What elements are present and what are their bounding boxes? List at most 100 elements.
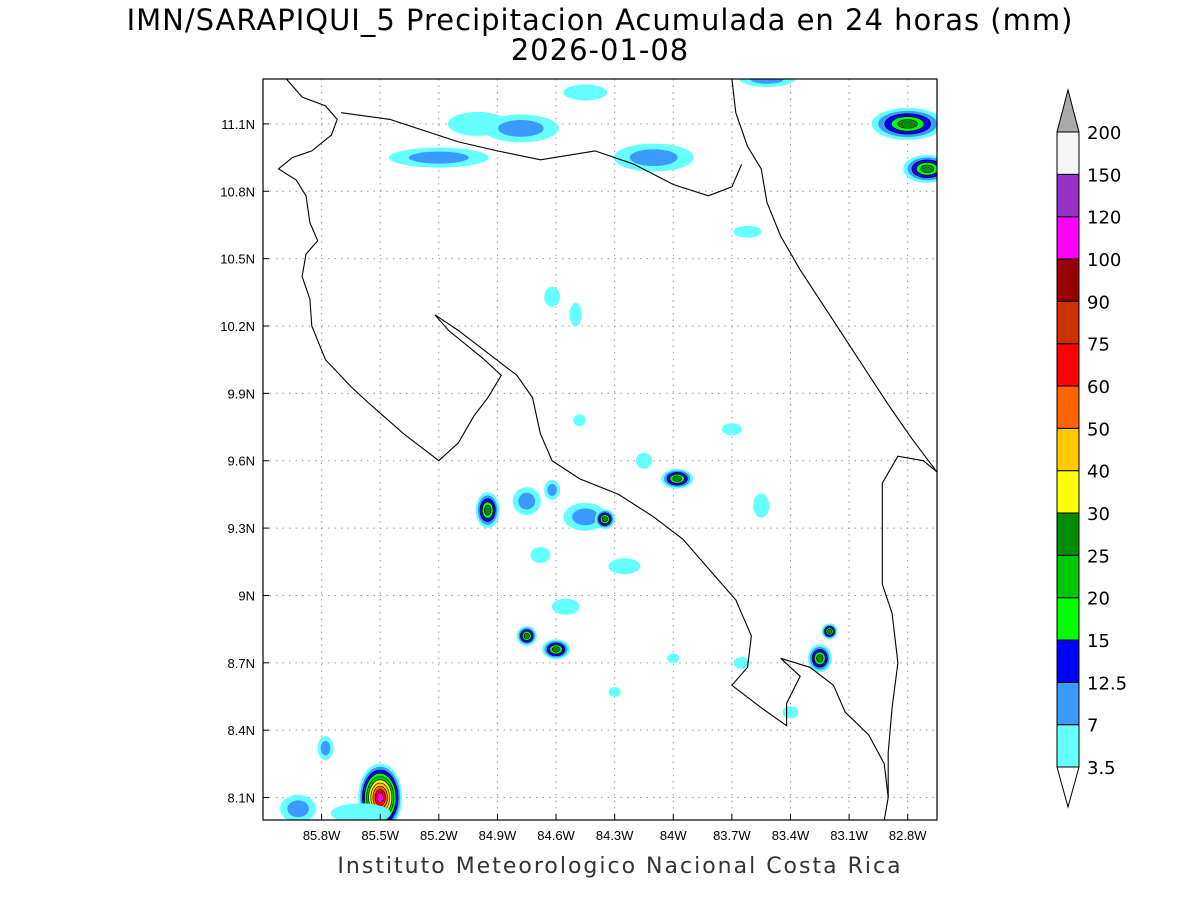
lon-tick-label: 85.8W	[303, 828, 341, 843]
rain-cell	[807, 644, 832, 673]
rain-contour	[547, 483, 557, 496]
lon-tick-label: 84W	[660, 828, 687, 843]
rain-cell	[544, 286, 561, 307]
rain-cell	[516, 625, 537, 646]
colorbar-under-arrow	[1056, 766, 1080, 809]
rain-contour	[498, 119, 544, 137]
lat-tick-label: 10.8N	[220, 184, 255, 199]
rain-cell	[733, 225, 762, 238]
colorbar-label: 120	[1087, 208, 1121, 229]
rain-contour	[608, 687, 621, 698]
nicaragua-border	[341, 112, 743, 197]
colorbar-box	[1056, 385, 1080, 429]
colorbar-label: 30	[1087, 504, 1110, 525]
rain-contour	[569, 302, 582, 327]
lat-tick-label: 9N	[238, 588, 255, 603]
colorbar-box	[1056, 512, 1080, 556]
rain-cell	[512, 487, 541, 516]
rain-contour	[672, 475, 682, 482]
lon-tick-label: 84.9W	[479, 828, 517, 843]
rain-cell	[388, 147, 489, 168]
rain-contour	[320, 740, 331, 756]
lon-tick-label: 83.7W	[713, 828, 751, 843]
rain-contour	[563, 84, 608, 101]
rain-contour	[330, 803, 391, 820]
rain-cell	[635, 452, 652, 469]
rain-cell	[544, 479, 561, 500]
axis-ticks: 11.1N 10.8N 10.5N 10.2N 9.9N 9.6N 9.3N 9N 8.7N 8.…	[220, 117, 927, 843]
lat-tick-label: 9.9N	[228, 386, 255, 401]
colorbar-label: 15	[1087, 631, 1110, 652]
rain-cell	[733, 656, 750, 669]
rain-cell	[739, 79, 796, 87]
colorbar-label: 50	[1087, 419, 1110, 440]
rain-contour	[782, 706, 799, 719]
rain-contour	[484, 504, 492, 516]
colorbar-box	[1056, 597, 1080, 641]
map-frame	[262, 78, 938, 821]
chart-date: 2026-01-08	[510, 33, 690, 67]
rain-cell	[530, 547, 551, 564]
rain-contour	[897, 119, 918, 129]
colorbar-label: 100	[1087, 250, 1121, 271]
rain-cell	[667, 653, 680, 664]
colorbar-box	[1056, 427, 1080, 472]
colorbar-label: 60	[1087, 377, 1110, 398]
rain-contour	[287, 800, 309, 818]
rain-contour	[667, 653, 680, 664]
lon-tick-label: 83.4W	[772, 828, 810, 843]
colorbar-box	[1056, 343, 1080, 387]
rain-cell	[542, 639, 571, 660]
colorbar-label: 7	[1087, 716, 1098, 737]
colorbar-box	[1056, 470, 1080, 514]
colorbar: 3.5 7 12.5 15 20 25 30 40 50 60 75 90 100 120 150 200	[1056, 88, 1127, 809]
lon-tick-label: 85.2W	[420, 828, 458, 843]
lat-tick-label: 8.1N	[228, 791, 255, 806]
lat-tick-label: 9.3N	[228, 521, 255, 536]
lat-tick-label: 9.6N	[228, 454, 255, 469]
colorbar-box	[1056, 681, 1080, 726]
lat-tick-label: 10.2N	[220, 319, 255, 334]
rain-cell	[753, 493, 770, 518]
colorbar-label: 75	[1087, 335, 1110, 356]
rain-contour	[530, 547, 551, 564]
rain-cell	[613, 143, 694, 172]
rain-contour	[408, 151, 469, 164]
lon-tick-label: 84.6W	[537, 828, 575, 843]
rain-cell	[280, 794, 317, 820]
rain-cell	[482, 114, 559, 143]
rain-contour	[750, 79, 784, 84]
rain-contour	[721, 423, 742, 436]
lon-tick-label: 84.3W	[596, 828, 634, 843]
rain-cell	[821, 623, 838, 640]
lat-tick-label: 11.1N	[221, 117, 255, 132]
colorbar-label: 12.5	[1087, 673, 1127, 694]
rain-cell	[608, 558, 641, 575]
lat-tick-label: 8.7N	[228, 656, 255, 671]
rain-cell	[608, 687, 621, 698]
rain-cell	[317, 736, 334, 761]
coastline	[277, 79, 937, 820]
rain-contour	[816, 654, 824, 663]
rain-contour	[635, 452, 652, 469]
rain-cell	[475, 492, 500, 529]
lat-tick-label: 8.4N	[228, 723, 255, 738]
rain-contour	[601, 516, 608, 523]
rain-contour	[523, 632, 530, 639]
rain-cell	[551, 598, 580, 615]
caribbean-coastline	[731, 79, 937, 473]
footer-credit: Instituto Meteorologico Nacional Costa R…	[337, 854, 903, 879]
colorbar-box	[1056, 639, 1080, 683]
colorbar-label: 200	[1087, 123, 1121, 144]
rain-contour	[544, 286, 561, 307]
chart-title: IMN/SARAPIQUI_5 Precipitacion Acumulada …	[126, 3, 1074, 37]
rain-cell	[330, 803, 391, 820]
colorbar-label: 90	[1087, 292, 1110, 313]
rain-cell	[661, 468, 694, 489]
rain-contour	[608, 558, 641, 575]
lon-tick-label: 83.1W	[830, 828, 868, 843]
rain-cell	[358, 763, 403, 820]
colorbar-box	[1056, 724, 1080, 768]
colorbar-box	[1056, 554, 1080, 599]
lat-tick-label: 10.5N	[220, 252, 255, 267]
